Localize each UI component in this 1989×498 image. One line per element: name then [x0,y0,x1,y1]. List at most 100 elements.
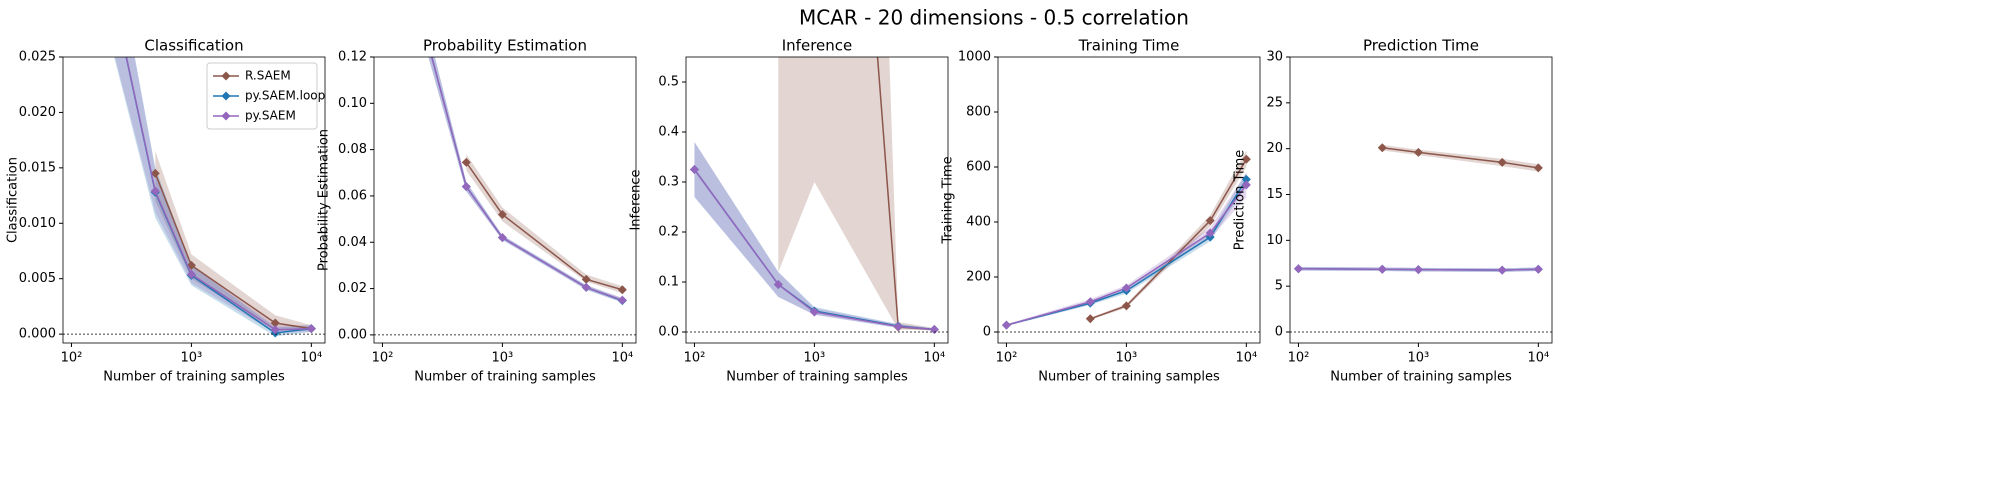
x-tick-label: 10³ [492,351,514,366]
point-marker [1377,264,1387,274]
y-tick-label: 0.010 [19,216,56,231]
y-tick-label: 0.000 [19,327,56,342]
legend-label: R.SAEM [245,69,291,83]
subplot-title: Inference [782,37,853,55]
series-line [693,169,935,331]
subplot-title: Probability Estimation [423,37,587,55]
point-marker [689,165,699,174]
plot-area [1001,150,1251,330]
axes-frame [62,56,326,344]
point-marker [1241,174,1251,184]
point-marker [1413,147,1423,157]
x-tick-label: 10⁴ [1527,351,1549,366]
confidence-band [778,57,935,331]
x-tick-label: 10³ [181,351,203,366]
point-marker [581,274,591,284]
x-axis-label: Number of training samples [414,370,596,385]
y-tick-label: 0.06 [338,188,367,203]
point-marker [1533,163,1543,173]
point-marker [1293,264,1303,274]
confidence-band [1382,145,1539,172]
y-tick-label: 0.00 [338,327,367,342]
y-tick-label: 0.005 [19,271,56,286]
y-tick-label: 30 [1266,50,1283,65]
legend-label: py.SAEM.loop [245,89,325,103]
point-marker [1001,320,1011,330]
figure-title: MCAR - 20 dimensions - 0.5 correlation [799,6,1189,30]
point-marker [581,282,591,292]
y-tick-label: 600 [966,160,991,175]
y-tick-label: 0.5 [658,75,679,90]
legend-label: py.SAEM [245,109,296,123]
y-tick-label: 800 [966,105,991,120]
point-marker [306,324,316,334]
plot-area [689,57,939,334]
x-axis-label: Number of training samples [1330,370,1512,385]
point-marker [1205,228,1215,238]
legend-marker [221,111,231,121]
point-marker [497,233,507,243]
y-tick-label: 0 [983,325,991,340]
x-tick-label: 10² [61,351,83,366]
y-tick-label: 0.0 [658,325,679,340]
point-marker [893,322,903,331]
point-marker [270,325,280,335]
point-marker [1085,297,1095,307]
y-tick-label: 0.020 [19,105,56,120]
point-marker [497,209,507,219]
point-marker [617,295,627,305]
axes-frame [1289,56,1553,344]
legend-marker [221,91,231,101]
point-marker [1497,157,1507,167]
point-marker [461,182,471,192]
series-line [693,169,935,331]
y-tick-label: 200 [966,270,991,285]
plot-area [1293,143,1543,275]
x-tick-label: 10³ [804,351,826,366]
subplot-title: Classification [144,37,243,55]
subplot-title: Training Time [1078,37,1180,55]
x-tick-label: 10⁴ [1235,351,1257,366]
point-marker [1205,216,1215,226]
confidence-band [428,57,623,303]
confidence-band [466,154,623,294]
y-tick-label: 0.3 [658,175,679,190]
y-tick-label: 400 [966,215,991,230]
point-marker [186,269,196,279]
point-marker [1121,301,1131,311]
point-marker [1241,180,1251,190]
axes-frame [373,56,637,344]
y-tick-label: 0 [1275,325,1283,340]
series-line [1382,147,1539,169]
y-tick-label: 0.025 [19,50,56,65]
point-marker [1533,264,1543,274]
legend-box [206,62,318,130]
x-tick-label: 10² [996,351,1018,366]
plot-area [114,57,316,338]
y-tick-label: 0.02 [338,281,367,296]
point-marker [773,280,783,289]
axes-frame [685,56,949,344]
x-tick-label: 10⁴ [611,351,633,366]
point-marker [461,157,471,167]
point-marker [1497,265,1507,275]
y-tick-label: 0.2 [658,225,679,240]
x-axis-label: Number of training samples [103,370,285,385]
y-tick-label: 0.10 [338,96,367,111]
y-tick-label: 15 [1266,187,1283,202]
point-marker [1085,314,1095,324]
point-marker [1413,265,1423,275]
point-marker [150,186,160,196]
legend-marker [221,71,231,81]
point-marker [617,285,627,295]
y-tick-label: 0.12 [338,50,367,65]
x-axis-label: Number of training samples [726,370,908,385]
confidence-band [428,57,623,303]
point-marker [1241,154,1251,164]
y-axis-label: Classification [6,157,21,243]
point-marker [1121,283,1131,293]
y-tick-label: 25 [1266,95,1283,110]
axes-frame [997,56,1261,344]
point-marker [929,325,939,334]
